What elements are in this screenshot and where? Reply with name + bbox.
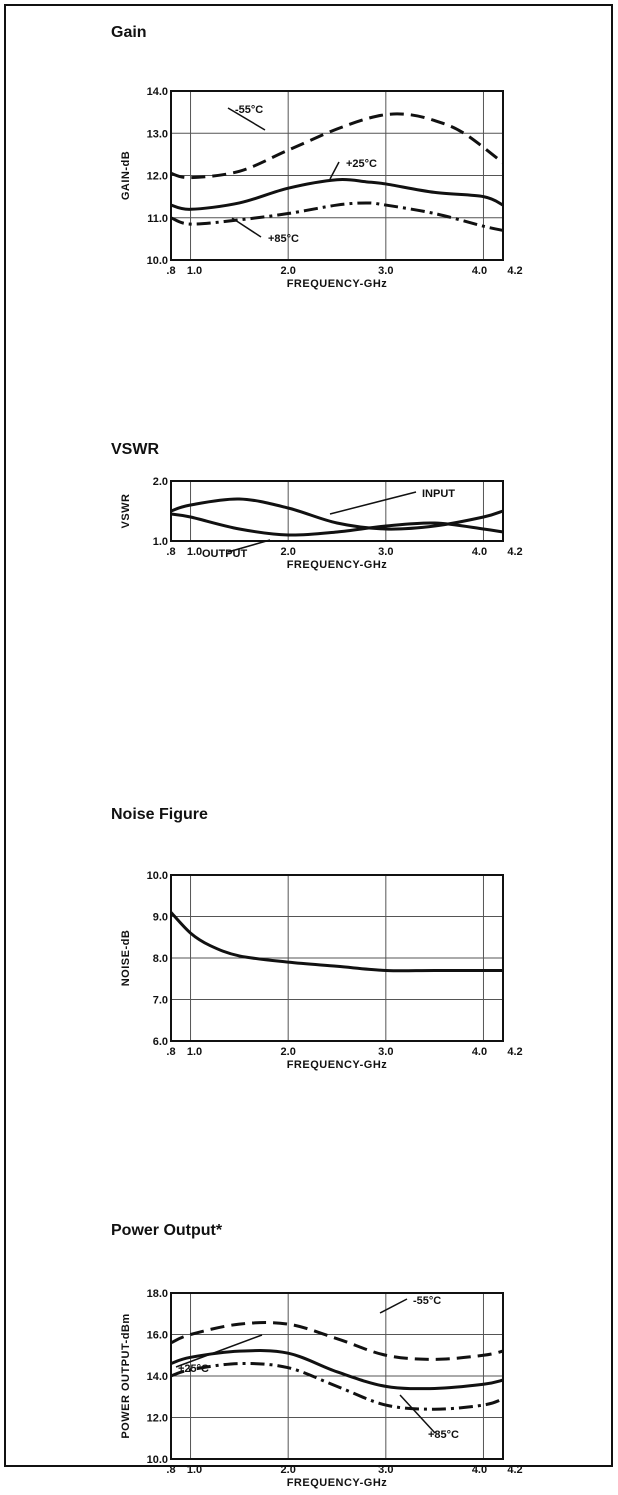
- x-tick-label: 1.0: [187, 546, 202, 558]
- x-tick-label: 1.0: [187, 265, 202, 277]
- chart-noise-figure: 6.0 7.0 8.0 9.0 10.0 .8 1.0 2.0 3.0 4.0 4.2 FREQUEN…: [120, 870, 523, 1071]
- annotation-label: -55°C: [413, 1295, 441, 1307]
- x-tick-label: 3.0: [378, 265, 393, 277]
- y-tick-label: 14.0: [147, 86, 168, 98]
- chart-title-power-output: Power Output*: [111, 1222, 223, 1239]
- annotation-leader: [227, 107, 266, 131]
- series-line-3: [170, 1361, 504, 1411]
- y-tick-label: 2.0: [153, 476, 168, 488]
- y-axis-label: VSWR: [120, 494, 132, 529]
- annotation-leader: [227, 539, 271, 553]
- x-tick-label: .8: [166, 1464, 175, 1476]
- y-tick-label: 10.0: [147, 255, 168, 267]
- series-line-2: [170, 177, 504, 211]
- x-tick-label: 2.0: [281, 1464, 296, 1476]
- y-tick-label: 8.0: [153, 953, 168, 965]
- chart-vswr: 1.02.0.8 1.0 2.0 3.0 4.0 4.2FREQUENCY-GHzVSWR…: [120, 476, 523, 571]
- annotation-leader: [175, 1334, 263, 1368]
- annotation-label: +85°C: [268, 233, 299, 245]
- chart-power-output: 10.0 12.0 14.0 16.0 18.0 .8 1.0 2.0 3.0 4.0 4.2 FRE…: [120, 1288, 523, 1489]
- x-tick-label: 4.0: [472, 1046, 487, 1058]
- annotation-leader: [231, 217, 262, 238]
- chart-title-noise-figure: Noise Figure: [111, 806, 208, 823]
- annotation-leader: [329, 491, 417, 515]
- y-tick-label: 14.0: [147, 1371, 168, 1383]
- x-tick-label: 2.0: [281, 265, 296, 277]
- series-line-1: [170, 497, 504, 531]
- x-axis-label: FREQUENCY-GHz: [287, 278, 388, 290]
- x-tick-label: 1.0: [187, 1464, 202, 1476]
- annotation-label: +85°C: [428, 1429, 459, 1441]
- x-tick-label: 4.0: [472, 265, 487, 277]
- y-axis-label: GAIN-dB: [120, 151, 132, 200]
- y-tick-label: 9.0: [153, 912, 168, 924]
- y-tick-label: 13.0: [147, 128, 168, 140]
- x-axis-label: FREQUENCY-GHz: [287, 1477, 388, 1489]
- x-tick-label: .8: [166, 1046, 175, 1058]
- annotation-label: -55°C: [235, 104, 263, 116]
- chart-title-vswr: VSWR: [111, 441, 159, 458]
- chart-gain: 10.0 11.0 12.0 13.0 14.0 .8 1.0 2.0 3.0 4.0 4.2 FRE…: [120, 86, 523, 290]
- y-tick-label: 16.0: [147, 1330, 168, 1342]
- y-tick-label: 1.0: [153, 536, 168, 548]
- annotation-leader: [329, 161, 340, 180]
- x-tick-label: 4.0: [472, 1464, 487, 1476]
- series-line-1: [170, 1321, 504, 1361]
- series-line-2: [170, 1349, 504, 1391]
- x-tick-label: .8: [166, 265, 175, 277]
- x-tick-label: 4.2: [507, 1464, 522, 1476]
- y-tick-label: 18.0: [147, 1288, 168, 1300]
- plot-frame: [170, 874, 504, 1042]
- series-line-1: [170, 112, 504, 180]
- x-tick-label: 4.0: [472, 546, 487, 558]
- x-tick-label: 4.2: [507, 1046, 522, 1058]
- x-tick-label: 3.0: [378, 1046, 393, 1058]
- y-axis-label: NOISE-dB: [120, 930, 132, 987]
- x-tick-label: 2.0: [281, 546, 296, 558]
- annotation-label: +25°C: [346, 158, 377, 170]
- x-tick-label: 3.0: [378, 546, 393, 558]
- x-tick-label: 4.2: [507, 546, 522, 558]
- annotation-label: OUTPUT: [202, 548, 248, 560]
- y-tick-label: 12.0: [147, 171, 168, 183]
- y-tick-label: 7.0: [153, 995, 168, 1007]
- y-tick-label: 6.0: [153, 1036, 168, 1048]
- annotation-label: +25°C: [178, 1363, 209, 1375]
- series-line-2: [170, 512, 504, 537]
- y-tick-label: 12.0: [147, 1413, 168, 1425]
- y-axis-label: POWER OUTPUT-dBm: [120, 1313, 132, 1438]
- annotation-leader: [379, 1298, 408, 1314]
- chart-title-gain: Gain: [111, 24, 147, 41]
- y-tick-label: 10.0: [147, 870, 168, 882]
- x-axis-label: FREQUENCY-GHz: [287, 559, 388, 571]
- x-tick-label: 4.2: [507, 265, 522, 277]
- x-tick-label: 2.0: [281, 1046, 296, 1058]
- plot-frame: [170, 90, 504, 261]
- y-tick-label: 10.0: [147, 1454, 168, 1466]
- x-axis-label: FREQUENCY-GHz: [287, 1059, 388, 1071]
- y-tick-label: 11.0: [147, 213, 168, 225]
- annotation-label: INPUT: [422, 488, 455, 500]
- x-tick-label: .8: [166, 546, 175, 558]
- x-tick-label: 1.0: [187, 1046, 202, 1058]
- annotation-leader: [399, 1394, 436, 1434]
- page-frame: [4, 4, 613, 1467]
- series-line-1: [169, 911, 503, 973]
- x-tick-label: 3.0: [378, 1464, 393, 1476]
